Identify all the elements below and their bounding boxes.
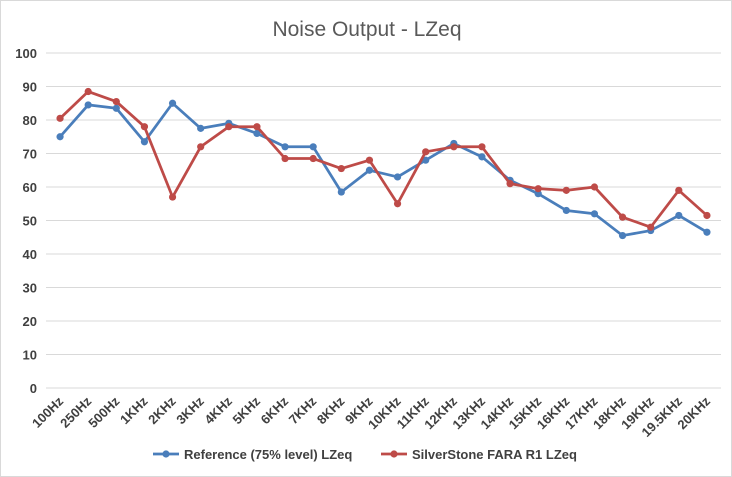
- data-point: [337, 188, 345, 196]
- data-point: [675, 186, 683, 194]
- data-point: [534, 190, 542, 198]
- y-tick-label: 50: [23, 214, 37, 229]
- x-tick-label: 1KHz: [117, 393, 151, 427]
- data-point: [168, 99, 177, 107]
- legend-label: SilverStone FARA R1 LZeq: [412, 447, 577, 462]
- x-axis-ticks: 100Hz250Hz500Hz1KHz2KHz3KHz4KHz5KHz6KHz7…: [29, 393, 713, 440]
- data-point: [393, 200, 402, 208]
- series-lines: [56, 87, 711, 240]
- data-point: [590, 210, 599, 218]
- y-tick-label: 20: [23, 314, 37, 329]
- data-point: [197, 143, 205, 151]
- data-point: [478, 143, 486, 151]
- data-point: [84, 101, 92, 109]
- y-tick-label: 100: [15, 46, 37, 61]
- data-point: [562, 186, 570, 194]
- data-point: [703, 211, 711, 220]
- x-tick-label: 20KHz: [674, 393, 713, 432]
- data-point: [450, 143, 458, 151]
- series-line: [58, 101, 709, 237]
- x-tick-label: 4KHz: [201, 393, 235, 427]
- data-point: [590, 183, 599, 191]
- data-point: [618, 231, 627, 240]
- data-point: [393, 173, 402, 181]
- y-tick-label: 80: [23, 113, 37, 128]
- series-line: [58, 90, 709, 229]
- data-point: [225, 123, 233, 131]
- legend-label: Reference (75% level) LZeq: [184, 447, 352, 462]
- data-point: [112, 97, 120, 106]
- y-tick-label: 40: [23, 247, 37, 262]
- chart-title: Noise Output - LZeq: [272, 18, 461, 41]
- data-point: [197, 124, 205, 132]
- legend-item: SilverStone FARA R1 LZeq: [381, 447, 577, 462]
- data-point: [365, 156, 374, 164]
- data-point: [337, 164, 345, 173]
- data-point: [478, 153, 486, 161]
- y-tick-label: 30: [23, 281, 37, 296]
- x-tick-label: 7KHz: [286, 393, 320, 427]
- data-point: [281, 154, 289, 163]
- y-tick-label: 0: [30, 381, 37, 396]
- data-point: [168, 193, 177, 201]
- data-point: [618, 213, 627, 221]
- data-point: [309, 154, 317, 163]
- data-point: [703, 228, 711, 236]
- data-point: [309, 143, 317, 151]
- legend-marker: [162, 450, 170, 458]
- data-point: [253, 123, 261, 131]
- data-point: [140, 123, 149, 131]
- data-point: [675, 211, 683, 220]
- y-tick-label: 70: [23, 147, 37, 162]
- legend: Reference (75% level) LZeq SilverStone FA…: [153, 447, 577, 462]
- y-axis-ticks: 0 10 20 30 40 50 60 70 80 90 100: [15, 46, 37, 396]
- y-tick-label: 60: [23, 180, 37, 195]
- series-1: [56, 99, 711, 240]
- y-tick-label: 10: [23, 348, 37, 363]
- data-point: [365, 166, 374, 174]
- gridlines: [46, 52, 721, 389]
- data-point: [647, 223, 655, 231]
- data-point: [56, 133, 64, 141]
- data-point: [422, 148, 430, 156]
- data-point: [562, 206, 570, 215]
- data-point: [422, 156, 430, 164]
- x-tick-label: 2KHz: [145, 393, 179, 427]
- data-point: [253, 129, 261, 137]
- data-point: [140, 138, 149, 146]
- y-tick-label: 90: [23, 80, 37, 95]
- data-point: [56, 114, 64, 122]
- series-2: [56, 87, 711, 231]
- legend-item: Reference (75% level) LZeq: [153, 447, 352, 462]
- x-tick-label: 5KHz: [229, 393, 263, 427]
- data-point: [506, 180, 514, 188]
- legend-marker: [390, 450, 398, 458]
- data-point: [84, 87, 92, 96]
- data-point: [112, 104, 120, 112]
- data-point: [534, 185, 542, 193]
- x-tick-label: 3KHz: [173, 393, 207, 427]
- data-point: [281, 143, 289, 151]
- x-tick-label: 6KHz: [258, 393, 292, 427]
- x-tick-label: 500Hz: [85, 393, 123, 431]
- x-tick-label: 8KHz: [314, 393, 348, 427]
